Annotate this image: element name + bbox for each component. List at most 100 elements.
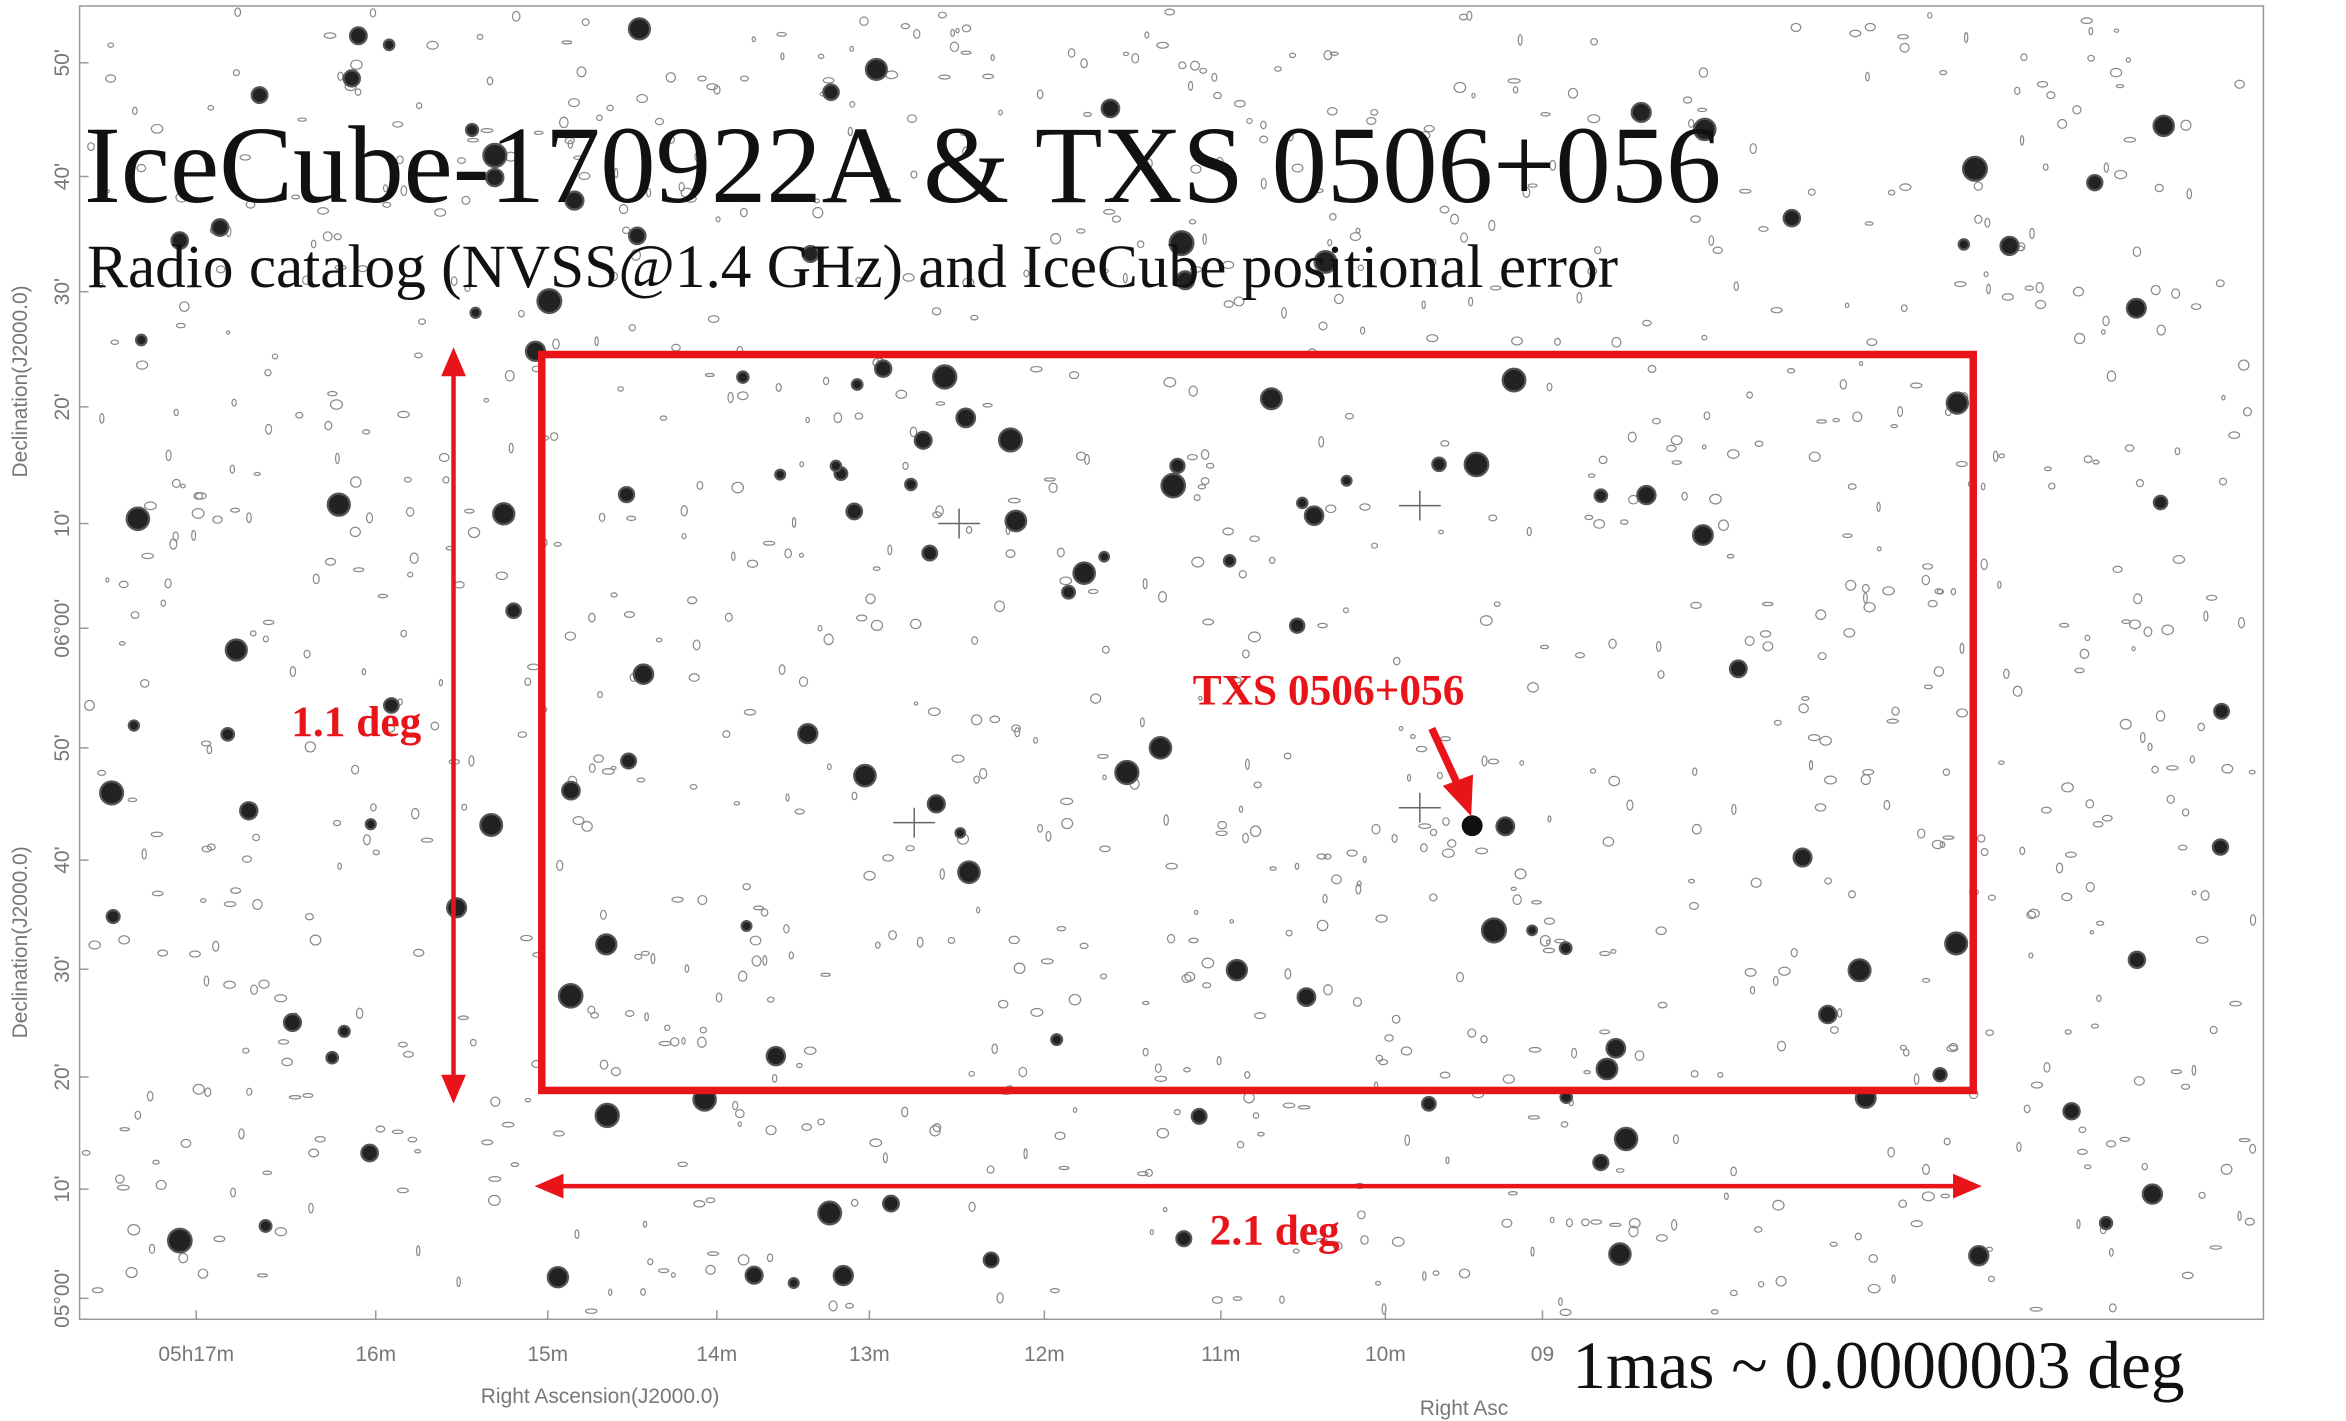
contour (2077, 1148, 2088, 1155)
contour (2030, 1081, 2044, 1089)
contour (1815, 609, 1827, 621)
contour (1142, 1047, 1149, 1057)
contour (1866, 338, 1878, 347)
contour (1657, 670, 1665, 680)
contour (1608, 638, 1617, 649)
contour (324, 420, 333, 431)
contour (1318, 321, 1328, 331)
contour (693, 1200, 706, 1208)
contour (1749, 985, 1756, 995)
contour (2084, 1164, 2092, 1170)
source (469, 306, 482, 319)
source (170, 231, 190, 250)
contour (230, 887, 242, 894)
contour (2076, 1219, 2081, 1230)
contour (1142, 578, 1148, 590)
contour (1259, 135, 1269, 144)
contour (1131, 53, 1140, 64)
contour (937, 11, 947, 19)
contour (337, 862, 342, 870)
contour (913, 701, 919, 706)
contour (1574, 652, 1586, 659)
contour (1297, 1105, 1311, 1110)
contour (327, 390, 338, 397)
contour (986, 1165, 995, 1174)
contour (91, 1287, 104, 1294)
source (326, 492, 351, 517)
contour (1939, 69, 1948, 76)
source (1222, 554, 1237, 568)
contour (2234, 79, 2245, 89)
contour (875, 941, 881, 949)
contour (1460, 232, 1469, 243)
contour (762, 540, 776, 546)
contour (961, 24, 972, 33)
contour (697, 894, 708, 906)
contour (1770, 306, 1783, 314)
contour (1565, 1218, 1574, 1228)
contour (970, 314, 979, 321)
contour (232, 69, 240, 77)
source (364, 818, 377, 831)
contour (1344, 412, 1354, 420)
x-tick-label: 10m (1365, 1343, 1406, 1366)
contour (598, 512, 606, 523)
contour (132, 106, 138, 116)
contour (377, 593, 389, 599)
contour (553, 1130, 565, 1137)
contour (171, 478, 181, 489)
contour (1891, 1274, 1896, 1284)
source (105, 908, 121, 925)
contour (805, 416, 810, 424)
contour (418, 318, 426, 325)
contour (467, 526, 481, 539)
contour (2029, 1306, 2043, 1312)
contour (1863, 601, 1876, 613)
contour (246, 1087, 253, 1096)
contour (851, 791, 858, 801)
contour (130, 611, 140, 619)
source (1782, 208, 1802, 228)
contour (1056, 547, 1065, 558)
error-box (538, 350, 1977, 1095)
contour (213, 1235, 226, 1243)
contour (706, 1251, 720, 1257)
contour (1329, 212, 1337, 221)
contour (1260, 177, 1267, 190)
contour (601, 768, 615, 775)
contour (783, 924, 790, 934)
contour (141, 552, 154, 560)
contour (778, 664, 786, 675)
contour (1137, 1171, 1149, 1177)
source (1961, 155, 1988, 182)
contour (392, 121, 404, 128)
contour (413, 948, 425, 957)
contour (2087, 54, 2095, 62)
contour (998, 109, 1003, 116)
source (1463, 451, 1490, 478)
contour (1305, 1224, 1317, 1235)
source (595, 933, 618, 956)
contour (1522, 186, 1531, 198)
contour (194, 492, 207, 500)
contour (909, 426, 918, 438)
contour (1731, 803, 1737, 815)
contour (1717, 519, 1729, 532)
contour (407, 571, 414, 578)
y-tick-label: 10' (51, 1176, 74, 1203)
contour (2150, 284, 2161, 296)
contour (572, 815, 585, 826)
source (1792, 847, 1813, 868)
contour (2024, 285, 2034, 291)
contour (1681, 491, 1688, 501)
source-label: TXS 0506+056 (1193, 667, 1465, 715)
contour (1940, 1193, 1950, 1199)
contour (1942, 768, 1951, 776)
source (1313, 249, 1338, 274)
contour (1037, 824, 1044, 833)
contour (658, 1268, 670, 1274)
source (1636, 484, 1657, 506)
contour (2191, 890, 2197, 896)
source (1605, 1037, 1627, 1059)
